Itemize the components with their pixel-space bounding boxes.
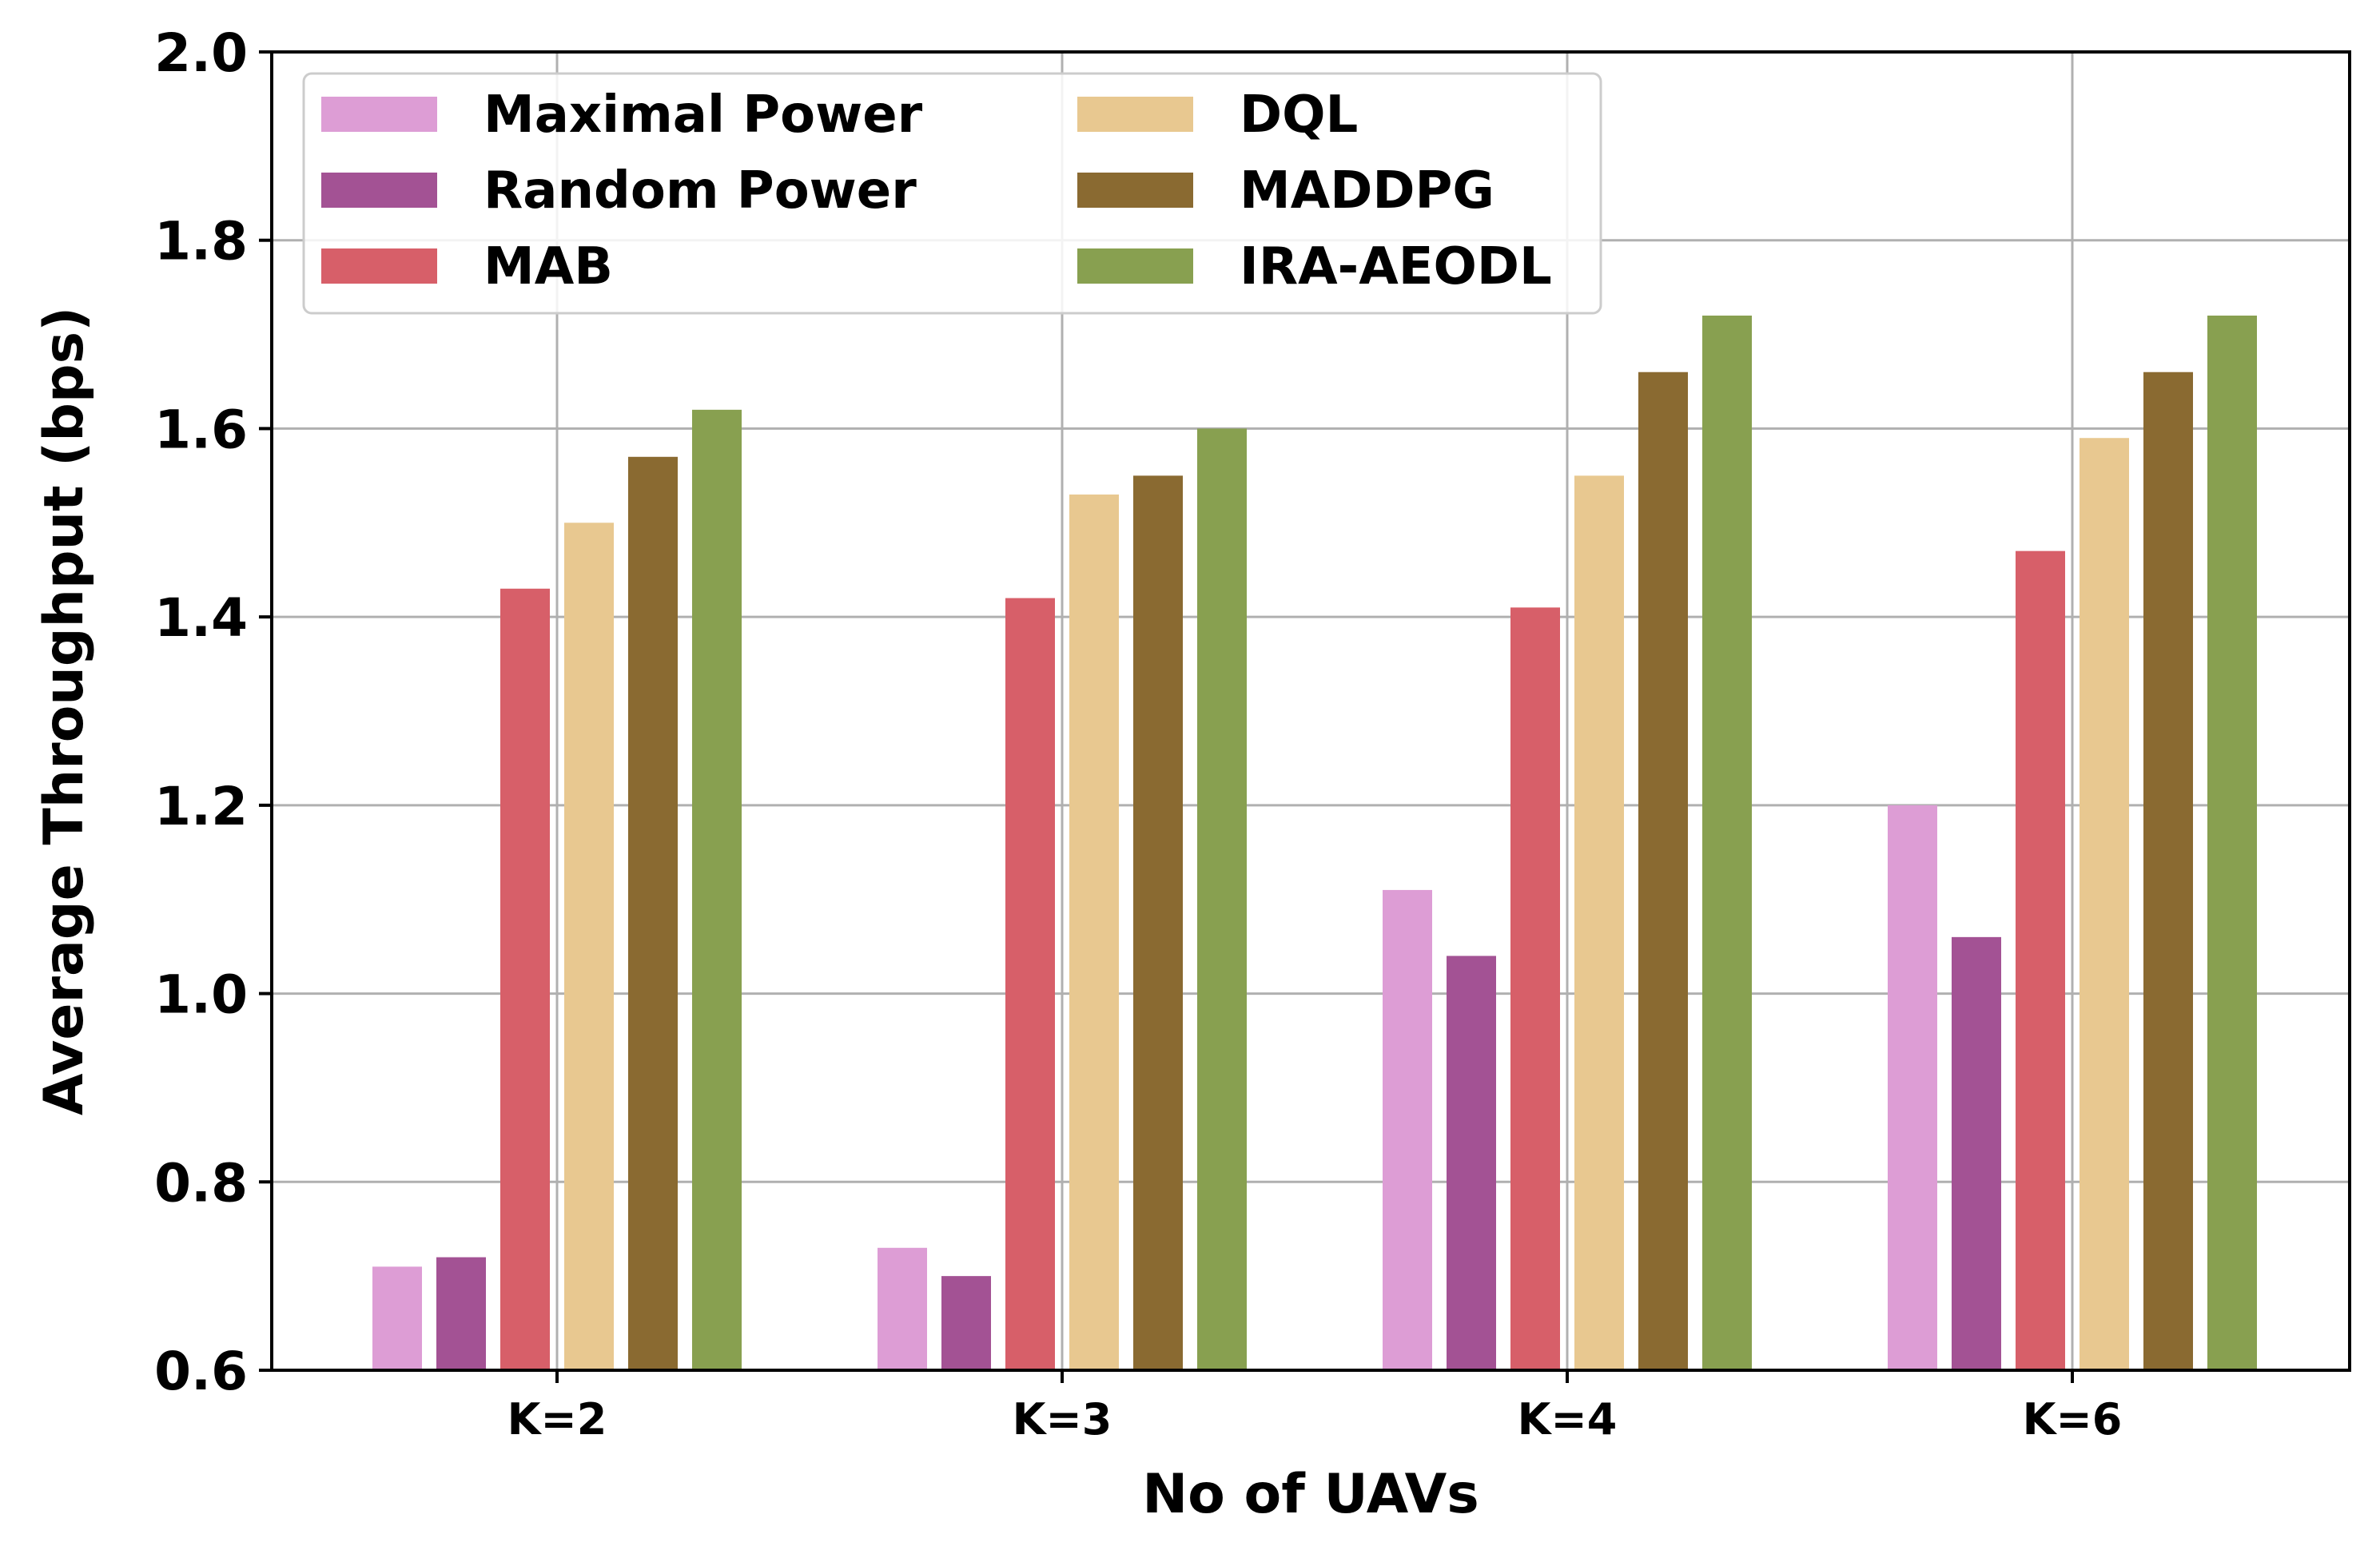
y-tick-label: 1.6 [154, 399, 248, 460]
bar-random-power-k2 [436, 1257, 486, 1370]
x-axis: K=2 K=3 K=4 K=6 [507, 1370, 2123, 1445]
bar-maddpg-k4 [1638, 372, 1688, 1370]
bar-dql-k6 [2080, 438, 2129, 1370]
y-tick-label: 1.2 [154, 776, 248, 837]
y-axis-label: Average Throughput (bps) [33, 307, 96, 1115]
bar-maximal-power-k2 [372, 1266, 422, 1370]
legend-label: IRA-AEODL [1240, 237, 1552, 296]
bar-ira-aeodl-k3 [1197, 428, 1247, 1370]
bar-dql-k2 [564, 523, 614, 1371]
legend-swatch [1077, 248, 1193, 284]
bar-ira-aeodl-k2 [692, 409, 742, 1370]
y-axis: 0.6 0.8 1.0 1.2 1.4 1.6 1.8 2.0 [154, 22, 272, 1402]
legend-label: Random Power [484, 161, 917, 221]
x-axis-label: No of UAVs [1142, 1463, 1479, 1526]
bar-ira-aeodl-k6 [2207, 316, 2257, 1370]
bar-maddpg-k6 [2143, 372, 2193, 1370]
x-tick-label: K=4 [1518, 1394, 1618, 1445]
bar-maddpg-k2 [628, 456, 678, 1371]
bar-maximal-power-k6 [1888, 805, 1937, 1370]
bars-layer [372, 316, 2257, 1371]
bar-mab-k3 [1005, 598, 1055, 1370]
legend-label: MADDPG [1240, 161, 1494, 221]
bar-mab-k2 [500, 588, 550, 1370]
plot-frame [270, 50, 2351, 1372]
bar-random-power-k6 [1952, 936, 2001, 1370]
bar-mab-k6 [2016, 550, 2065, 1371]
y-tick-label: 2.0 [154, 22, 248, 84]
bar-mab-k4 [1510, 607, 1560, 1370]
legend-swatch [1077, 173, 1193, 208]
legend-swatch [321, 248, 437, 284]
bar-maximal-power-k3 [878, 1247, 927, 1370]
bar-dql-k4 [1574, 475, 1624, 1370]
legend-label: Maximal Power [484, 85, 923, 145]
x-tick-label: K=3 [1013, 1394, 1112, 1445]
y-tick-label: 0.8 [154, 1152, 248, 1214]
x-tick-label: K=6 [2023, 1394, 2123, 1445]
y-tick-label: 1.4 [154, 587, 248, 649]
legend-label: MAB [484, 237, 613, 296]
bar-maximal-power-k4 [1383, 889, 1432, 1370]
legend-swatch [321, 97, 437, 132]
legend: Maximal Power Random Power MAB DQL MADDPG IRA… [302, 72, 1602, 315]
bar-maddpg-k3 [1133, 475, 1183, 1370]
legend-frame [302, 72, 1602, 315]
legend-swatch [321, 173, 437, 208]
bar-random-power-k3 [941, 1276, 991, 1370]
y-tick-label: 1.0 [154, 964, 248, 1026]
legend-swatch [1077, 97, 1193, 132]
x-tick-label: K=2 [507, 1394, 607, 1445]
bar-random-power-k4 [1447, 956, 1496, 1370]
y-tick-label: 0.6 [154, 1341, 248, 1402]
bar-ira-aeodl-k4 [1702, 316, 1752, 1370]
bar-dql-k3 [1069, 494, 1119, 1370]
legend-label: DQL [1240, 85, 1358, 145]
y-tick-label: 1.8 [154, 211, 248, 272]
